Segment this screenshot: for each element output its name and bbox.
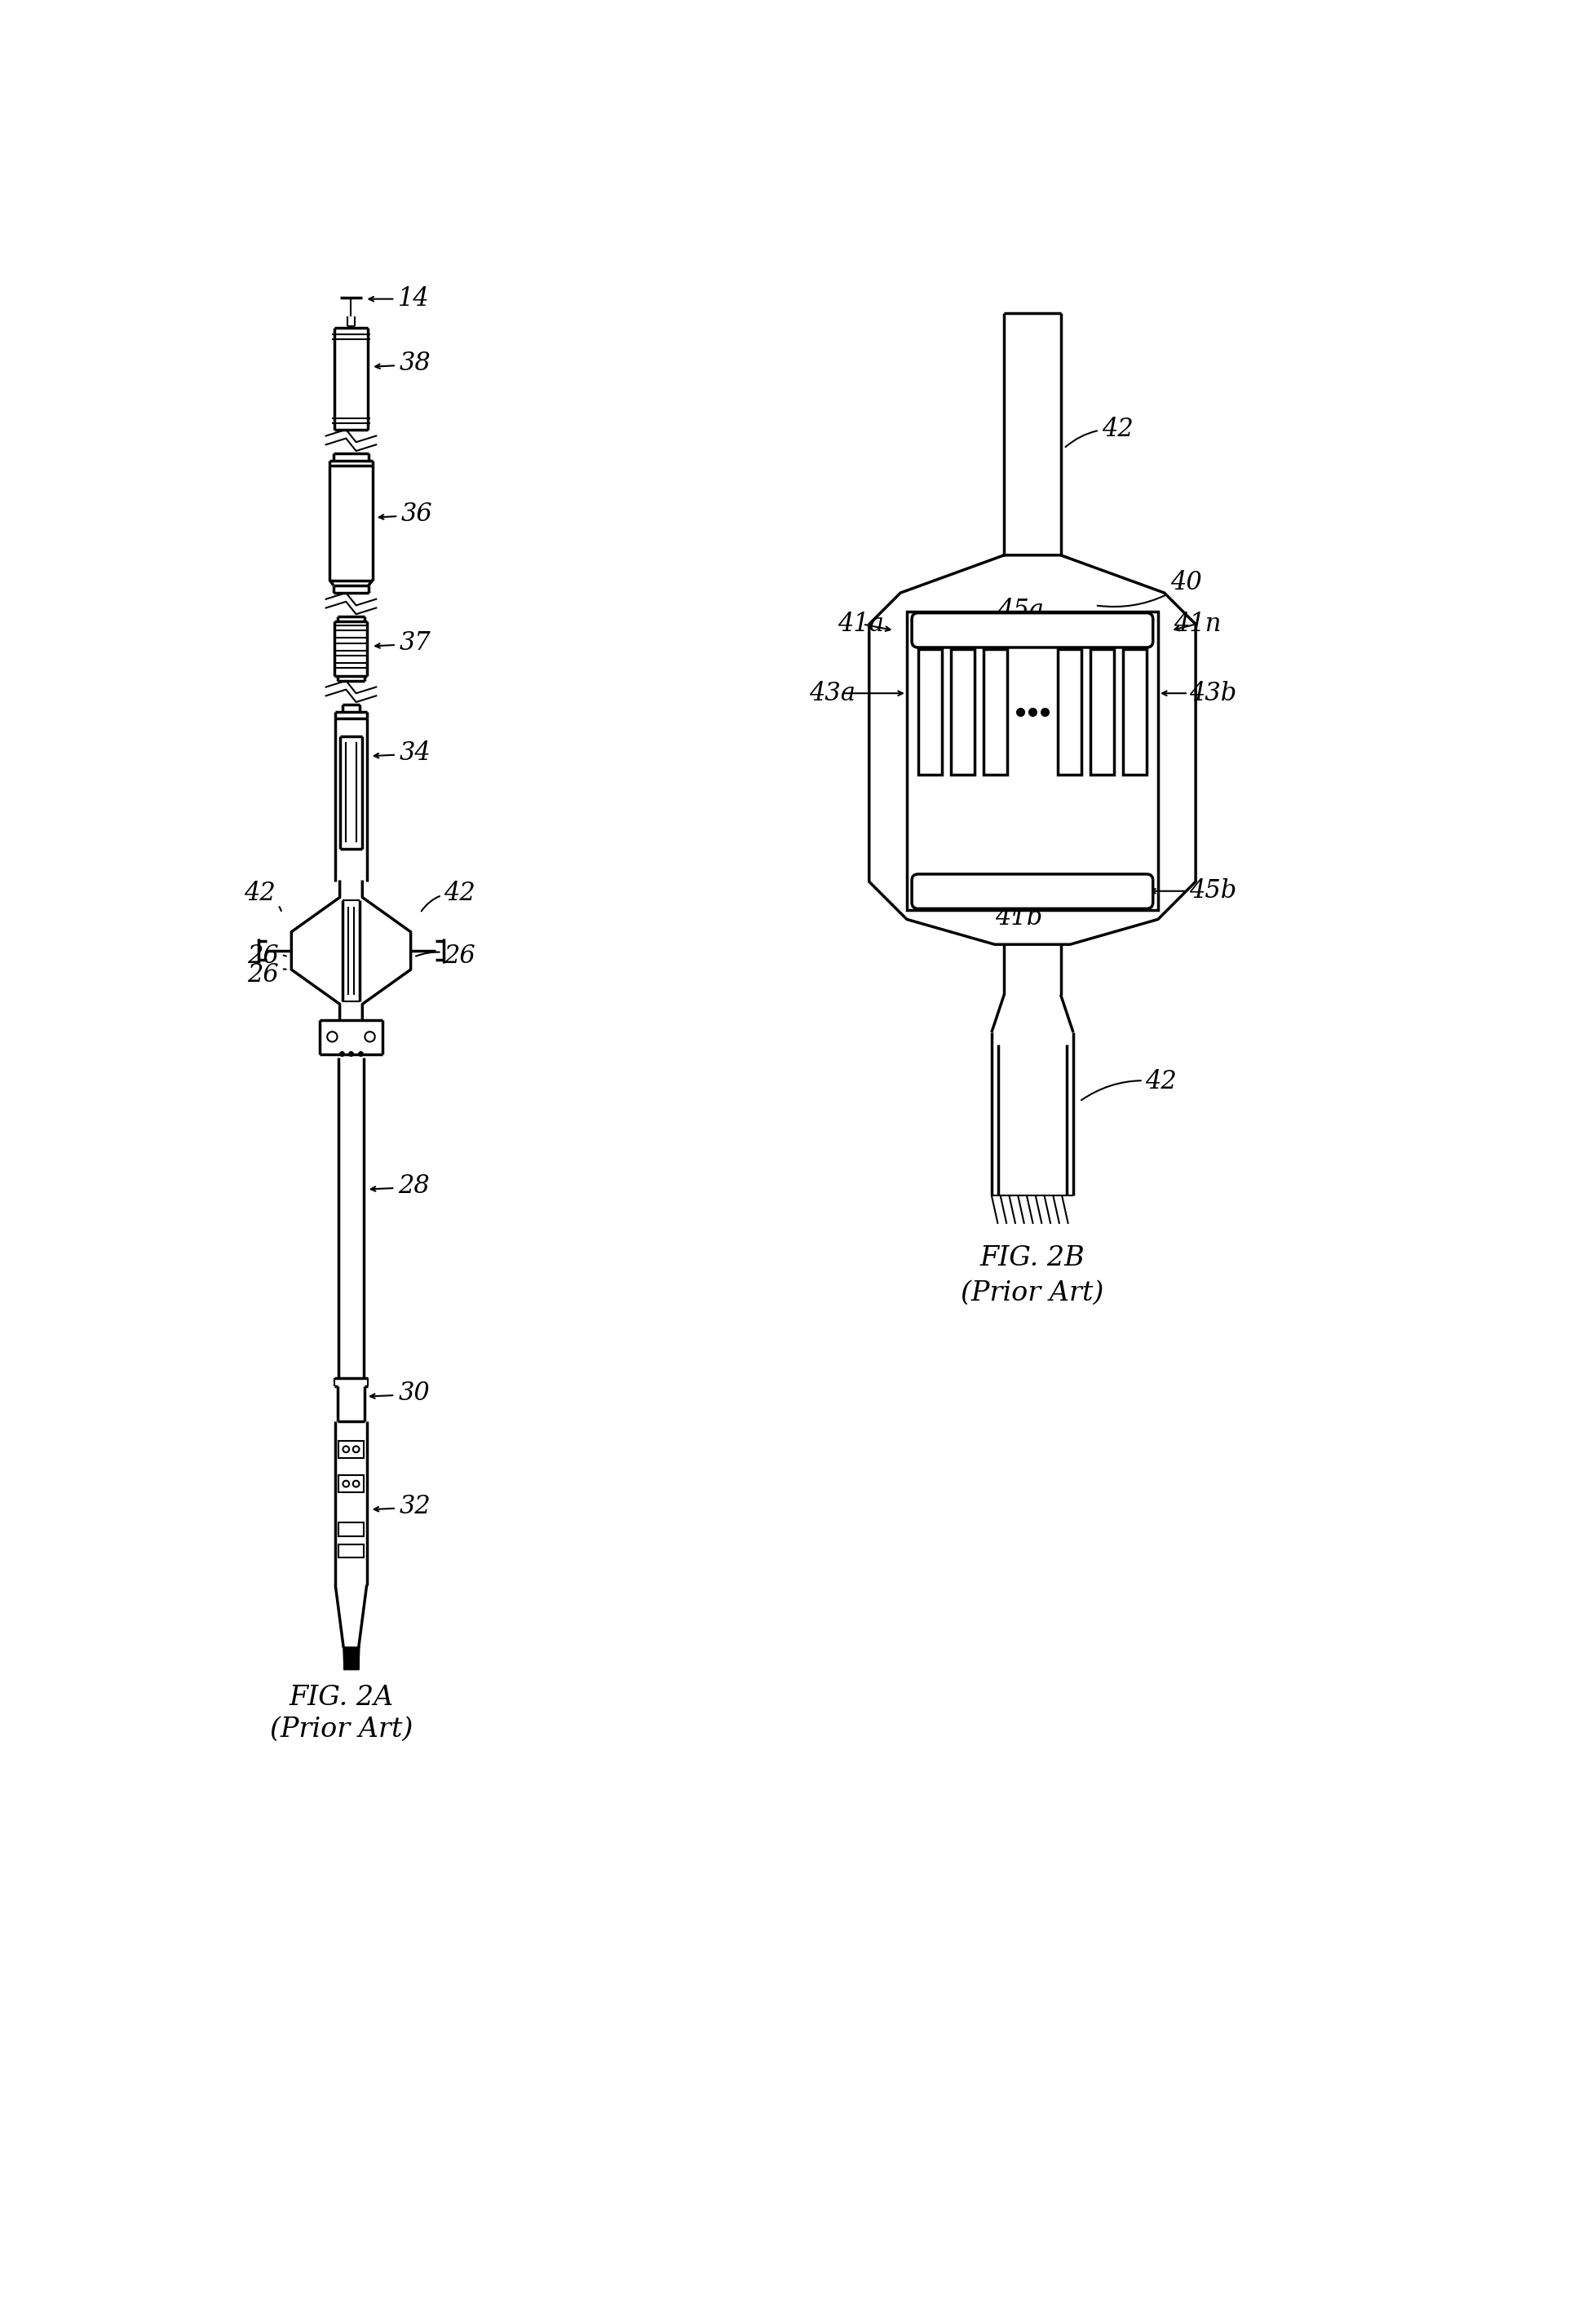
Text: 36: 36 [401,502,433,528]
Bar [1058,648,1082,774]
Text: 28: 28 [397,1174,429,1199]
Bar [918,648,942,774]
Text: 26: 26 [417,944,476,969]
Text: 42: 42 [1066,416,1133,446]
Text: 43a: 43a [809,681,855,706]
Bar [338,1476,364,1492]
Polygon shape [350,1648,351,1669]
Text: 42: 42 [1082,1069,1176,1099]
Text: 30: 30 [397,1380,429,1406]
Text: (Prior Art): (Prior Art) [961,1281,1104,1306]
Text: 32: 32 [399,1494,431,1520]
Text: 42: 42 [421,881,476,911]
Text: 34: 34 [399,741,431,765]
Text: 37: 37 [399,630,431,655]
Bar [983,648,1007,774]
Polygon shape [345,1648,346,1669]
Polygon shape [358,1648,359,1669]
Text: 41n: 41n [1173,611,1221,637]
Text: 26: 26 [247,944,286,969]
Polygon shape [356,1648,358,1669]
Text: 26: 26 [247,962,286,988]
Text: (Prior Art): (Prior Art) [270,1715,413,1743]
Bar [1090,648,1114,774]
Text: 45a: 45a [998,597,1044,623]
Polygon shape [343,1648,345,1669]
FancyBboxPatch shape [911,614,1152,648]
Text: 38: 38 [399,351,431,376]
Text: 41b: 41b [994,904,1042,930]
Bar [338,1441,364,1457]
Bar [338,1543,364,1557]
Text: FIG. 2A: FIG. 2A [289,1685,394,1710]
Text: 45b: 45b [1189,878,1237,904]
FancyBboxPatch shape [911,874,1152,909]
Text: 40: 40 [1098,569,1202,607]
Text: 43b: 43b [1189,681,1237,706]
Bar [1124,648,1146,774]
Polygon shape [351,1648,353,1669]
Text: 42: 42 [244,881,281,911]
Bar [951,648,975,774]
Text: FIG. 2B: FIG. 2B [980,1246,1085,1271]
Polygon shape [346,1648,348,1669]
Polygon shape [354,1648,356,1669]
Text: 14: 14 [397,286,429,311]
Bar [907,611,1159,911]
Bar [338,1522,364,1536]
Text: 41a: 41a [838,611,884,637]
Polygon shape [353,1648,354,1669]
